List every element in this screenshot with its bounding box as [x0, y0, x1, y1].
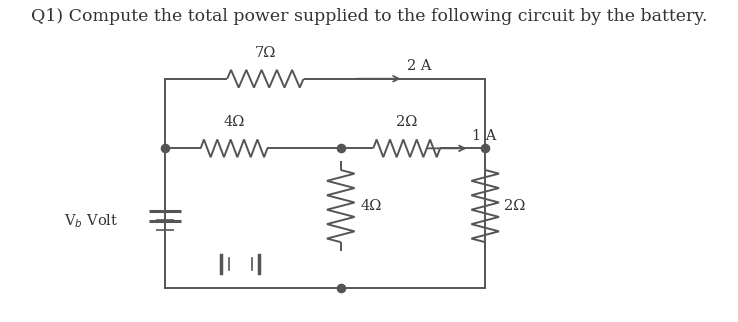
Point: [479, 146, 491, 151]
Text: 2Ω: 2Ω: [396, 115, 418, 129]
Point: [335, 146, 347, 151]
Text: Q1) Compute the total power supplied to the following circuit by the battery.: Q1) Compute the total power supplied to …: [31, 7, 707, 24]
Point: [159, 146, 170, 151]
Text: 2Ω: 2Ω: [504, 199, 525, 213]
Text: 1 A: 1 A: [472, 129, 497, 143]
Text: 7Ω: 7Ω: [255, 46, 276, 60]
Text: 4Ω: 4Ω: [224, 115, 245, 129]
Text: V$_b$ Volt: V$_b$ Volt: [64, 212, 119, 230]
Text: 2 A: 2 A: [407, 59, 431, 73]
Point: [335, 285, 347, 290]
Text: 4Ω: 4Ω: [361, 199, 382, 213]
